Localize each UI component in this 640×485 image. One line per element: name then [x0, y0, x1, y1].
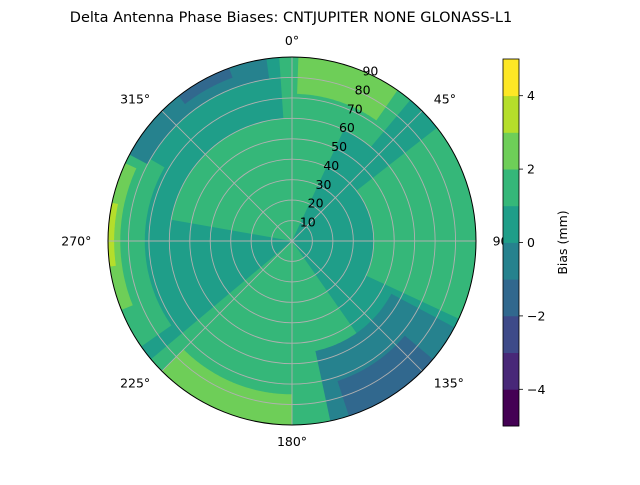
colorbar-tick-label-1: −2 — [527, 308, 545, 323]
colorbar-band-4 — [503, 242, 519, 280]
azimuth-tick-label-45: 45° — [434, 92, 456, 107]
azimuth-gridline-135 — [291, 240, 423, 372]
radial-tick-label-20: 20 — [308, 196, 324, 211]
radial-tick-label-90: 90 — [362, 64, 378, 79]
colorbar-tick-label-2: 0 — [527, 235, 535, 250]
colorbar-tick-label-3: 2 — [527, 162, 535, 177]
azimuth-tick-label-270: 270° — [61, 234, 91, 249]
polar-grid — [107, 56, 477, 426]
bias-region-9 — [108, 202, 118, 267]
azimuth-gridline-45 — [291, 110, 423, 242]
bias-region-1 — [171, 118, 344, 241]
azimuth-tick-label-180: 180° — [277, 434, 307, 449]
radial-tick-label-40: 40 — [323, 158, 339, 173]
azimuth-tick-label-135: 135° — [434, 375, 464, 390]
colorbar-band-9 — [503, 59, 519, 97]
radial-tick-label-10: 10 — [300, 215, 316, 230]
colorbar-band-5 — [503, 205, 519, 243]
azimuth-tick-label-225: 225° — [120, 375, 150, 390]
bias-region-12 — [178, 68, 233, 105]
azimuth-tick-label-0: 0° — [285, 33, 299, 48]
radial-tick-label-30: 30 — [316, 177, 332, 192]
colorbar-band-7 — [503, 132, 519, 170]
radial-tick-label-60: 60 — [339, 120, 355, 135]
radial-tick-label-70: 70 — [347, 101, 363, 116]
radial-tick-label-50: 50 — [331, 139, 347, 154]
radial-tick-labels: 10 20 30 40 50 60 70 80 90 — [300, 64, 379, 230]
azimuth-gridline-315 — [161, 110, 293, 242]
azimuth-tick-label-315: 315° — [120, 92, 150, 107]
colorbar-label: Bias (mm) — [555, 210, 570, 274]
radial-tick-label-80: 80 — [355, 82, 371, 97]
colorbar-band-0 — [503, 389, 519, 427]
colorbar-tick-label-0: −4 — [527, 382, 545, 397]
bias-region-3 — [356, 127, 476, 319]
colorbar-band-2 — [503, 315, 519, 353]
bias-region-7 — [161, 349, 292, 425]
bias-region-6 — [297, 57, 398, 121]
bias-region-8 — [108, 163, 137, 310]
colorbar-band-3 — [503, 279, 519, 317]
polar-frame — [107, 56, 477, 426]
azimuth-gridline-225 — [161, 240, 293, 372]
colorbar-band-8 — [503, 95, 519, 133]
colorbar-band-1 — [503, 352, 519, 390]
bias-region-10 — [129, 58, 270, 165]
colorbar: −4 −2 0 2 4 Bias (mm) — [502, 58, 570, 427]
azimuth-tick-labels: 0° 45° 90 135° 180° 225° 270° 315° — [61, 33, 508, 449]
colorbar-tick-label-4: 4 — [527, 88, 535, 103]
chart-title: Delta Antenna Phase Biases: CNTJUPITER N… — [70, 10, 512, 26]
colorbar-band-6 — [503, 169, 519, 207]
